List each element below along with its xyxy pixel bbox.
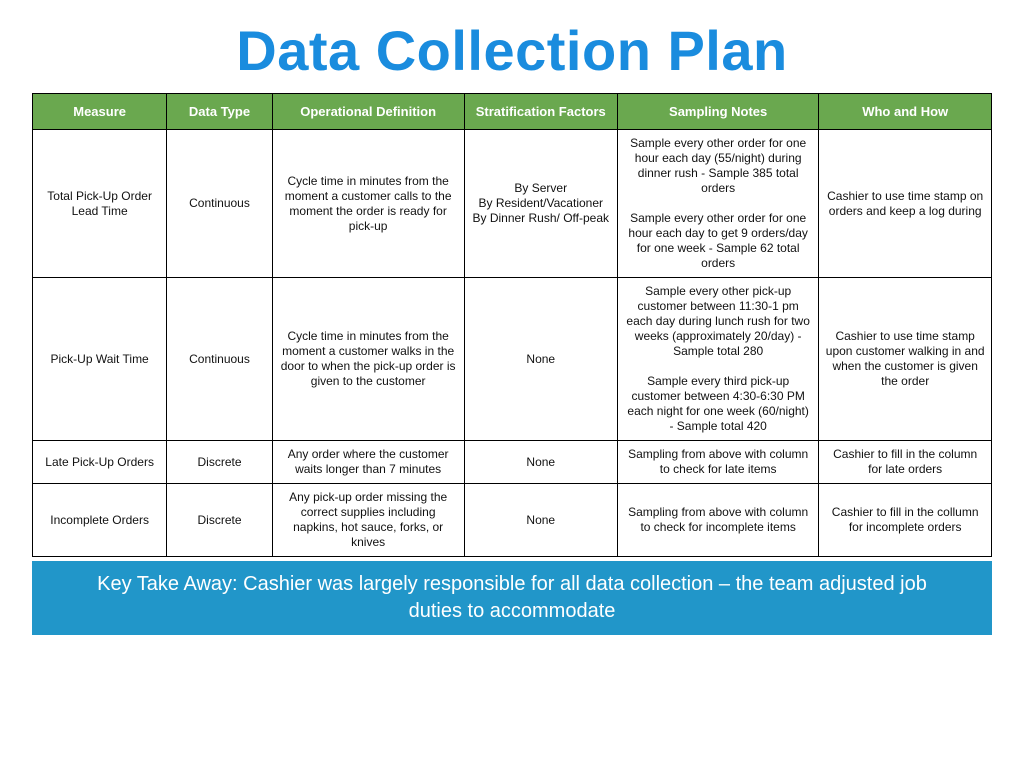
cell-measure: Incomplete Orders (33, 484, 167, 557)
cell-who: Cashier to use time stamp upon customer … (819, 278, 992, 441)
cell-opdef: Any pick-up order missing the correct su… (272, 484, 464, 557)
cell-opdef: Any order where the customer waits longe… (272, 441, 464, 484)
cell-sampling: Sample every other pick-up customer betw… (617, 278, 818, 441)
cell-datatype: Continuous (167, 278, 272, 441)
cell-strat: None (464, 484, 617, 557)
cell-sampling: Sampling from above with column to check… (617, 441, 818, 484)
cell-measure: Pick-Up Wait Time (33, 278, 167, 441)
cell-datatype: Discrete (167, 441, 272, 484)
cell-opdef: Cycle time in minutes from the moment a … (272, 278, 464, 441)
col-op-def: Operational Definition (272, 94, 464, 130)
col-strat: Stratification Factors (464, 94, 617, 130)
table-row: Total Pick-Up Order Lead Time Continuous… (33, 130, 992, 278)
cell-datatype: Continuous (167, 130, 272, 278)
cell-sampling: Sample every other order for one hour ea… (617, 130, 818, 278)
cell-opdef: Cycle time in minutes from the moment a … (272, 130, 464, 278)
table-row: Pick-Up Wait Time Continuous Cycle time … (33, 278, 992, 441)
cell-strat: None (464, 278, 617, 441)
col-measure: Measure (33, 94, 167, 130)
cell-strat: By Server By Resident/Vacationer By Dinn… (464, 130, 617, 278)
cell-who: Cashier to fill in the collumn for incom… (819, 484, 992, 557)
key-takeaway: Key Take Away: Cashier was largely respo… (32, 561, 992, 635)
cell-strat: None (464, 441, 617, 484)
col-who: Who and How (819, 94, 992, 130)
cell-measure: Late Pick-Up Orders (33, 441, 167, 484)
table-row: Late Pick-Up Orders Discrete Any order w… (33, 441, 992, 484)
table-row: Incomplete Orders Discrete Any pick-up o… (33, 484, 992, 557)
page-title: Data Collection Plan (32, 18, 992, 83)
cell-sampling: Sampling from above with column to check… (617, 484, 818, 557)
data-collection-table: Measure Data Type Operational Definition… (32, 93, 992, 557)
cell-datatype: Discrete (167, 484, 272, 557)
cell-who: Cashier to fill in the column for late o… (819, 441, 992, 484)
col-sampling: Sampling Notes (617, 94, 818, 130)
slide: Data Collection Plan Measure Data Type O… (0, 0, 1024, 768)
table-header-row: Measure Data Type Operational Definition… (33, 94, 992, 130)
col-data-type: Data Type (167, 94, 272, 130)
cell-measure: Total Pick-Up Order Lead Time (33, 130, 167, 278)
cell-who: Cashier to use time stamp on orders and … (819, 130, 992, 278)
